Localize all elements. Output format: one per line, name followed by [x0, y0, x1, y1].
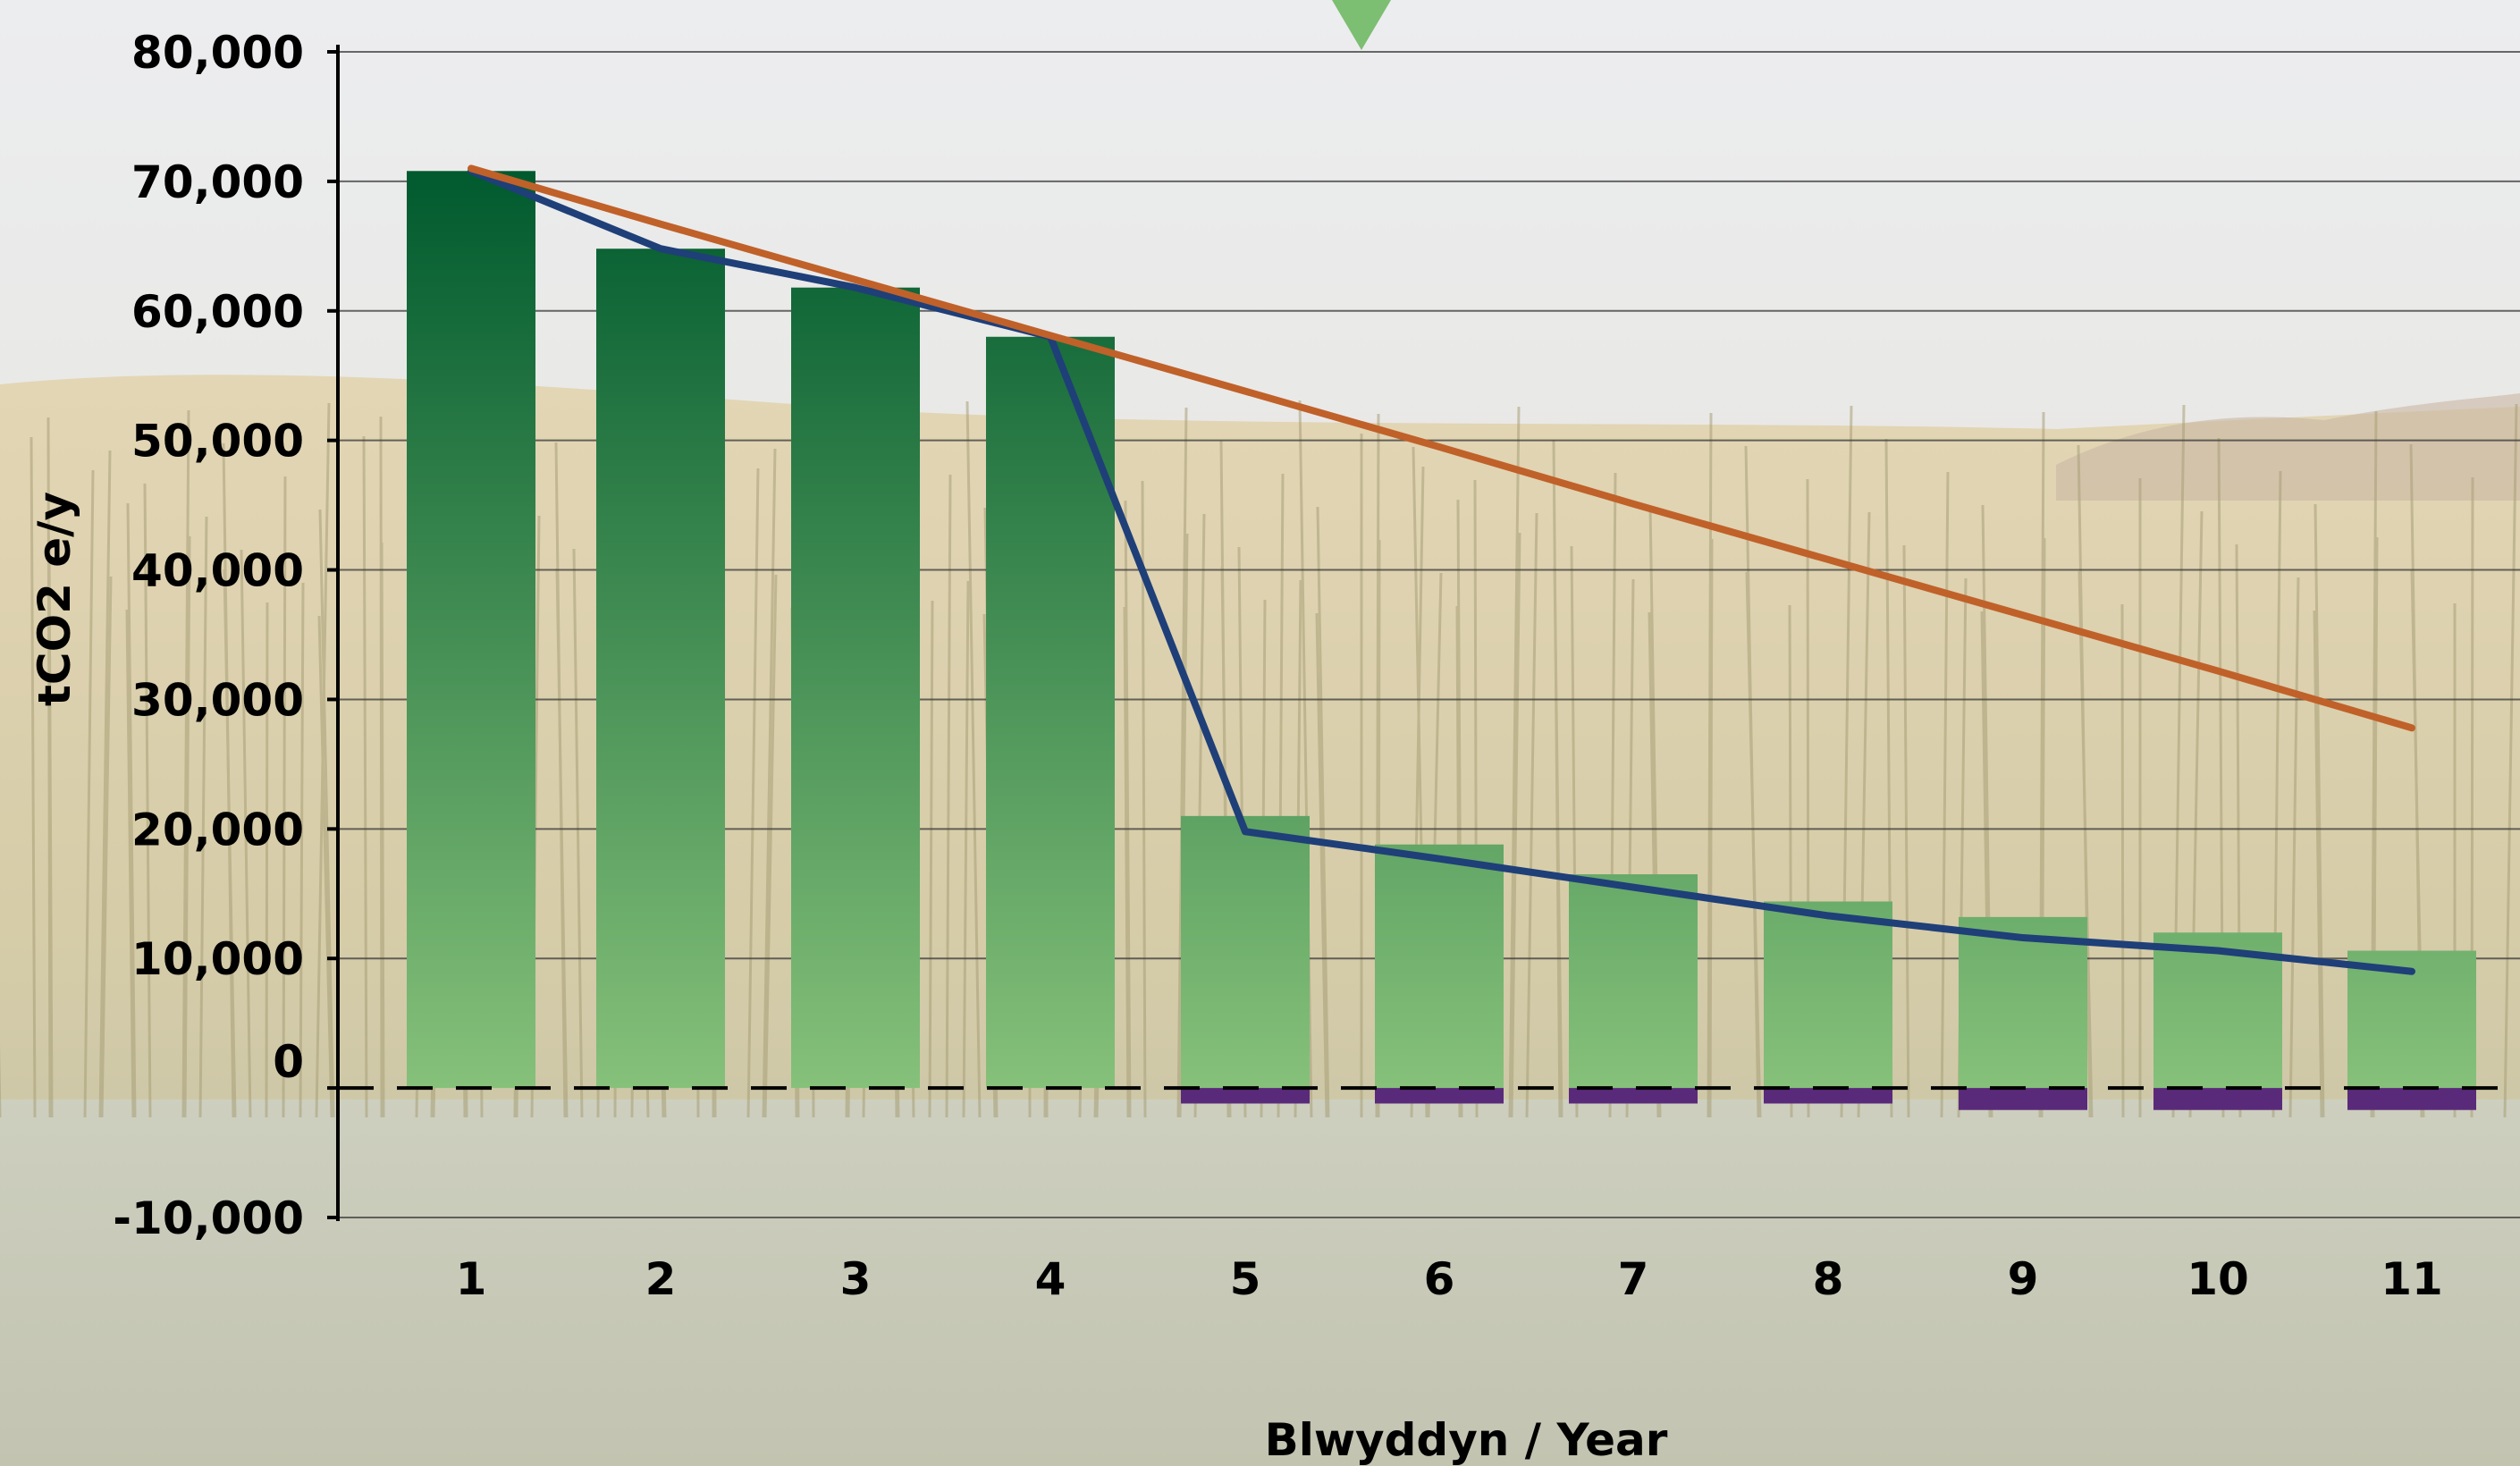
- x-axis-title: Blwyddyn / Year: [1265, 1414, 1668, 1466]
- y-tick-label: 60,000: [131, 286, 304, 338]
- axes: [327, 45, 340, 1221]
- bar-year-5: [1181, 815, 1310, 1089]
- bar-year-8: [1764, 901, 1892, 1089]
- x-tick-label: 3: [840, 1253, 872, 1305]
- x-tick-label: 6: [1424, 1253, 1455, 1305]
- negative-bar-year-7: [1569, 1088, 1698, 1104]
- negative-bar-year-8: [1764, 1088, 1892, 1104]
- y-tick-label: 80,000: [131, 27, 304, 79]
- negative-bar-year-10: [2153, 1088, 2282, 1110]
- x-tick-label: 9: [2008, 1253, 2039, 1305]
- trend-line-2: [468, 164, 2415, 732]
- negative-bar-year-9: [1959, 1088, 2087, 1110]
- y-tick-labels: 80,000 70,000 60,000 50,000 40,000 30,000 20,0…: [113, 27, 304, 1244]
- x-tick-labels: 1 2 3 4 5 6 7 8 9 10 11: [456, 1253, 2443, 1305]
- negative-bar-year-5: [1181, 1088, 1310, 1104]
- bar-year-7: [1569, 874, 1698, 1089]
- x-tick-label: 7: [1618, 1253, 1649, 1305]
- bar-year-4: [986, 336, 1115, 1089]
- y-tick-label: 40,000: [131, 545, 304, 597]
- y-axis-title: tCO2 e/y: [29, 492, 80, 706]
- negative-bar-year-6: [1375, 1088, 1504, 1104]
- x-tick-label: 5: [1230, 1253, 1261, 1305]
- y-tick-label: 10,000: [131, 933, 304, 985]
- x-tick-label: 11: [2381, 1253, 2443, 1305]
- bar-year-3: [791, 287, 920, 1089]
- bars-layer: [407, 171, 2476, 1110]
- x-tick-label: 8: [1813, 1253, 1844, 1305]
- y-tick-label: 70,000: [131, 156, 304, 208]
- y-tick-label: 50,000: [131, 416, 304, 468]
- y-tick-label: 20,000: [131, 804, 304, 855]
- x-tick-label: 10: [2187, 1253, 2249, 1305]
- down-triangle-marker: [1332, 0, 1391, 50]
- bar-year-1: [407, 171, 535, 1089]
- x-tick-label: 1: [456, 1253, 487, 1305]
- negative-bar-year-11: [2347, 1088, 2476, 1110]
- x-tick-label: 4: [1035, 1253, 1066, 1305]
- y-tick-label: 30,000: [131, 674, 304, 726]
- bar-year-9: [1959, 916, 2087, 1089]
- bar-year-2: [596, 249, 725, 1089]
- bar-year-6: [1375, 844, 1504, 1089]
- x-tick-label: 2: [645, 1253, 677, 1305]
- y-tick-label: -10,000: [113, 1192, 304, 1244]
- lines-layer: [468, 164, 2415, 975]
- y-tick-label: 0: [273, 1036, 304, 1088]
- trend-line-1: [468, 167, 2415, 975]
